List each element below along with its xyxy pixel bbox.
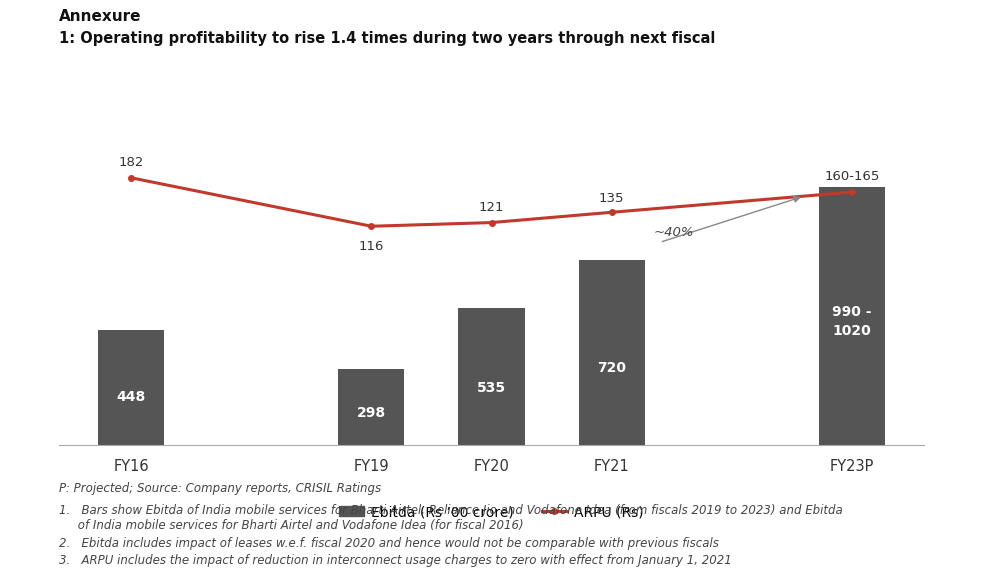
Text: 1: Operating profitability to rise 1.4 times during two years through next fisca: 1: Operating profitability to rise 1.4 t… (59, 31, 716, 46)
Text: 160-165: 160-165 (825, 170, 880, 183)
Text: ~40%: ~40% (654, 226, 694, 239)
Text: 135: 135 (599, 192, 624, 204)
Text: 3.   ARPU includes the impact of reduction in interconnect usage charges to zero: 3. ARPU includes the impact of reduction… (59, 554, 731, 567)
Text: 121: 121 (479, 200, 504, 214)
Text: 2.   Ebitda includes impact of leases w.e.f. fiscal 2020 and hence would not be : 2. Ebitda includes impact of leases w.e.… (59, 537, 719, 550)
Bar (98, 330, 164, 445)
Text: 116: 116 (359, 240, 384, 254)
Text: 990 -
1020: 990 - 1020 (833, 305, 872, 337)
Text: 1.   Bars show Ebitda of India mobile services for Bharti Airtel, Reliance Jio a: 1. Bars show Ebitda of India mobile serv… (59, 504, 842, 532)
Text: 182: 182 (118, 156, 144, 169)
Bar (579, 260, 645, 445)
Text: 535: 535 (477, 381, 506, 395)
Bar (819, 187, 885, 445)
Text: P: Projected; Source: Company reports, CRISIL Ratings: P: Projected; Source: Company reports, C… (59, 482, 381, 496)
Text: Annexure: Annexure (59, 9, 142, 23)
Legend: Ebitda (Rs ’00 crore), ARPU (Rs): Ebitda (Rs ’00 crore), ARPU (Rs) (334, 500, 649, 525)
Bar (338, 369, 404, 445)
Text: 298: 298 (357, 406, 386, 420)
Bar (458, 308, 525, 445)
Text: 720: 720 (597, 361, 626, 375)
Text: 448: 448 (116, 390, 145, 404)
